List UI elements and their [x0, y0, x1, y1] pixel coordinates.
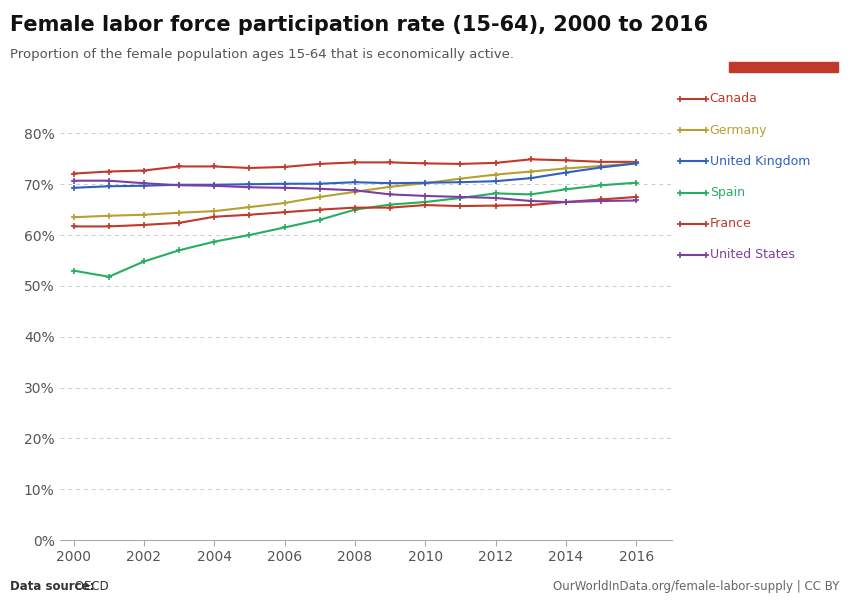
Text: Data source:: Data source: — [10, 580, 94, 593]
Text: United States: United States — [710, 248, 795, 262]
Text: Germany: Germany — [710, 124, 768, 137]
Text: Our World: Our World — [754, 27, 813, 37]
FancyBboxPatch shape — [729, 62, 838, 72]
Text: Spain: Spain — [710, 186, 745, 199]
Text: OurWorldInData.org/female-labor-supply | CC BY: OurWorldInData.org/female-labor-supply |… — [553, 580, 840, 593]
Text: Proportion of the female population ages 15-64 that is economically active.: Proportion of the female population ages… — [10, 48, 514, 61]
Text: OECD: OECD — [71, 580, 109, 593]
Text: United Kingdom: United Kingdom — [710, 155, 810, 168]
Text: in Data: in Data — [762, 43, 805, 53]
Text: Female labor force participation rate (15-64), 2000 to 2016: Female labor force participation rate (1… — [10, 15, 708, 35]
Text: Canada: Canada — [710, 92, 757, 106]
Text: France: France — [710, 217, 751, 230]
